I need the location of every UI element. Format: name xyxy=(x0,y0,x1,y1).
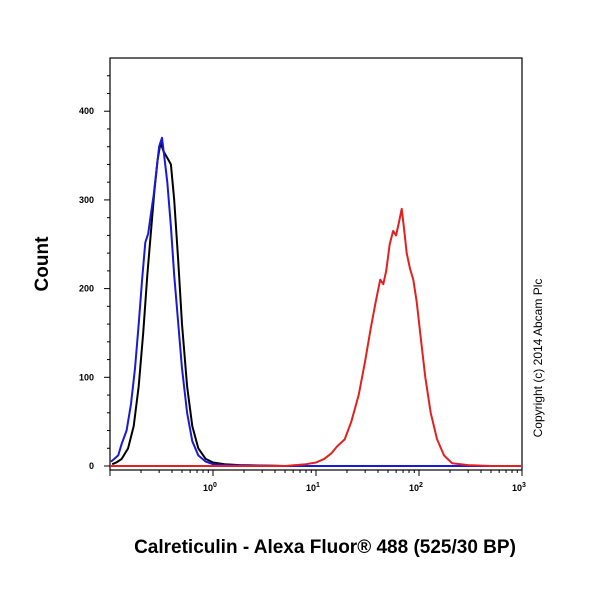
x-tick-label: 102 xyxy=(409,482,423,493)
y-axis-label: Count xyxy=(32,236,53,292)
y-axis: 0 100 200 300 400 xyxy=(79,75,110,471)
x-tick-label: 101 xyxy=(306,482,320,493)
y-tick-label: 400 xyxy=(79,106,94,116)
series-line-1 xyxy=(110,136,522,467)
y-tick-label: 100 xyxy=(79,372,94,382)
x-tick-label: 103 xyxy=(512,482,526,493)
y-tick-label: 0 xyxy=(89,461,94,471)
x-tick-label: 100 xyxy=(203,482,217,493)
y-tick-label: 200 xyxy=(79,284,94,294)
copyright-annotation: Copyright (c) 2014 Abcam Plc xyxy=(531,279,545,438)
series-line-2 xyxy=(110,207,522,467)
series-line-0 xyxy=(111,141,522,467)
x-axis-label: Calreticulin - Alexa Fluor® 488 (525/30 … xyxy=(134,537,516,558)
plot-area xyxy=(109,57,523,471)
y-tick-label: 300 xyxy=(79,195,94,205)
x-axis: 100 101 102 103 xyxy=(109,470,526,493)
series-layer xyxy=(110,136,522,467)
